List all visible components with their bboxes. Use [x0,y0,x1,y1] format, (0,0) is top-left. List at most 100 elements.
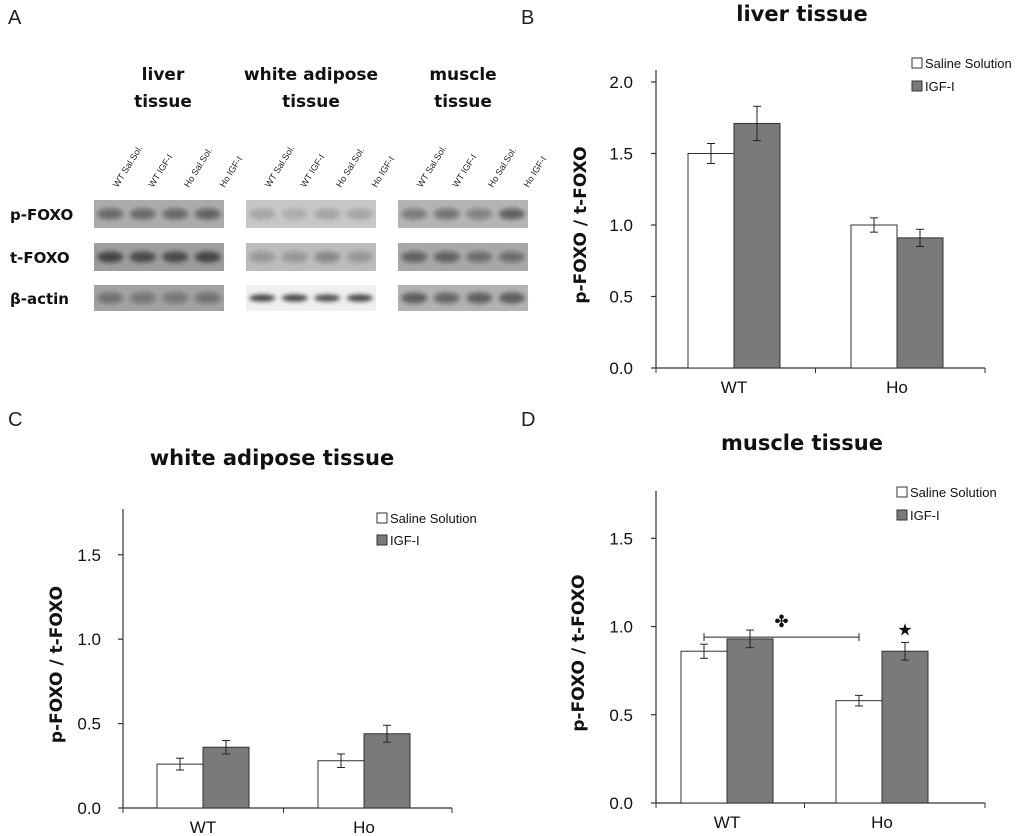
blot-band [249,208,276,220]
western-blot-panel: liver tissue white adipose tissue muscle tiss… [10,65,548,311]
panel-letter-c: C [8,409,22,431]
chart-title: white adipose tissue [150,446,394,470]
blot-tissue-title: liver [142,65,185,85]
blot-band [281,294,308,302]
blot-row-label: t-FOXO [10,249,70,267]
y-axis-label: p-FOXO / t-FOXO [569,574,589,731]
blot-band [194,292,221,304]
blot-band [281,251,308,263]
bar [881,650,929,804]
legend-label: Saline Solution [390,511,477,526]
blot-band [466,292,493,304]
legend-label: Saline Solution [910,485,997,500]
blot-lane-label: Ho Sal.Sol. [486,146,518,189]
bar [733,122,781,369]
blot-band [97,251,124,263]
blot-band [281,208,308,220]
blot-band [498,208,525,220]
bar [896,237,944,369]
legend-label: IGF-I [925,79,955,94]
blot-lane-label: Ho IGF-I [521,154,548,189]
y-axis-label: p-FOXO / t-FOXO [571,146,591,303]
blot-lane-label: Ho IGF-I [217,154,244,189]
y-tick-label: 0.0 [609,794,633,813]
blot-band [129,208,156,220]
chart-liver: liver tissue 0.0 0.5 1.0 1.5 2.0 p-FOXO / t-FO… [571,2,1012,397]
bar [850,224,898,369]
blot-band [498,292,525,304]
bar [687,153,735,369]
legend-swatch [911,80,923,92]
y-tick-label: 0.5 [609,288,633,307]
panel-letter-d: D [521,409,535,431]
legend-swatch [376,512,388,524]
x-tick-label: WT [714,813,740,832]
blot-band [433,292,460,304]
legend-swatch [896,486,908,498]
significance-symbol: ✤ [774,612,788,631]
y-tick-label: 1.5 [77,546,101,565]
blot-band [498,251,525,263]
y-axis-label: p-FOXO / t-FOXO [47,586,67,743]
blot-band [346,208,373,220]
blot-band [314,251,341,263]
blot-tissue-title: white adipose [244,65,378,85]
blot-lane-label: WT IGF-I [298,153,326,190]
y-tick-label: 1.0 [609,618,633,637]
significance-star: ★ [897,620,912,639]
blot-lane-label: WT Sal.Sol. [263,144,297,189]
blot-band [314,208,341,220]
blot-band [194,208,221,220]
blot-row-label: p-FOXO [10,206,73,224]
blot-band [401,292,428,304]
blot-band [162,251,189,263]
bar [202,746,250,809]
blot-band [129,251,156,263]
blot-band [249,294,276,302]
chart-muscle: muscle tissue 0.0 0.5 1.0 1.5 p-FOXO / t-FOXO… [569,431,997,832]
y-tick-label: 1.5 [609,529,633,548]
blot-tissue-title: tissue [434,92,492,112]
blot-lane-label: WT IGF-I [450,153,478,190]
y-tick-label: 0.5 [609,706,633,725]
blot-lane-label: Ho Sal.Sol. [182,146,214,189]
legend-swatch [376,534,388,546]
blot-tissue-title: tissue [282,92,340,112]
blot-lane-label: WT Sal.Sol. [415,144,449,189]
blot-band [249,251,276,263]
bar [156,763,204,809]
legend-label: Saline Solution [925,56,1012,71]
y-tick-label: 0.0 [609,359,633,378]
blot-tissue-title: muscle [429,65,496,85]
y-tick-label: 0.5 [77,715,101,734]
y-tick-label: 0.0 [77,799,101,818]
x-tick-label: Ho [871,813,893,832]
panel-letter-a: A [8,7,22,29]
blot-row-label: β-actin [10,290,69,308]
blot-band [346,251,373,263]
blot-band [194,251,221,263]
blot-lane-label: Ho Sal.Sol. [334,146,366,189]
blot-band [97,292,124,304]
legend-label: IGF-I [390,533,420,548]
y-tick-label: 1.0 [77,630,101,649]
blot-band [162,208,189,220]
blot-band [401,251,428,263]
blot-band [433,251,460,263]
blot-band [129,292,156,304]
y-tick-label: 2.0 [609,73,633,92]
blot-lane-label: WT IGF-I [146,153,174,190]
blot-band [97,208,124,220]
x-tick-label: Ho [353,818,375,836]
panel-letter-b: B [521,7,534,29]
blot-band [162,292,189,304]
blot-band [466,251,493,263]
blot-lane-label: WT Sal.Sol. [111,144,145,189]
x-tick-label: Ho [886,378,908,397]
bar [726,638,774,804]
legend-swatch [896,509,908,521]
blot-band [466,208,493,220]
y-tick-label: 1.0 [609,216,633,235]
x-tick-label: WT [721,378,747,397]
